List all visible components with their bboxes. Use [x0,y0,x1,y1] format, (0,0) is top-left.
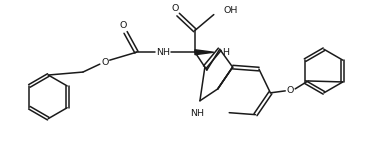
Text: NH: NH [156,48,170,57]
Text: OH: OH [224,6,238,15]
Text: O: O [287,86,294,95]
Text: NH: NH [190,109,204,118]
Text: O: O [101,58,109,67]
Polygon shape [195,50,214,55]
Text: O: O [120,21,127,30]
Text: H: H [222,48,229,57]
Text: O: O [171,4,179,13]
